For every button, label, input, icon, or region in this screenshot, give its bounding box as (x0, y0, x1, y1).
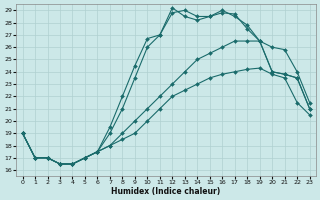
X-axis label: Humidex (Indice chaleur): Humidex (Indice chaleur) (111, 187, 221, 196)
